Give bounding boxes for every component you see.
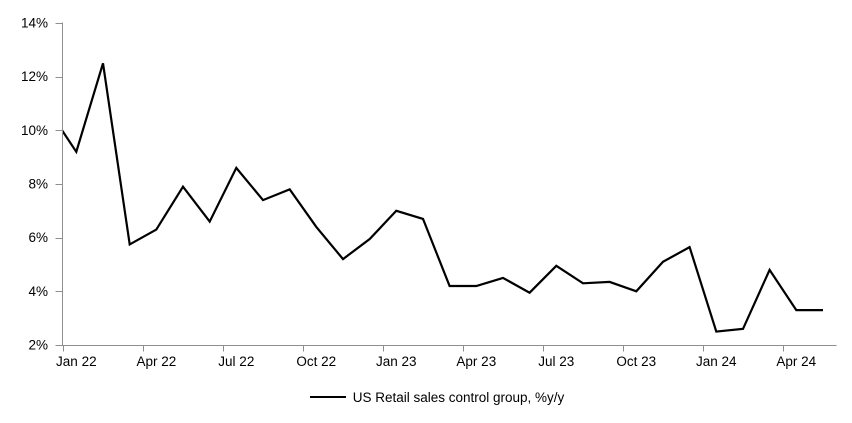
y-tick-label: 2% (28, 338, 48, 353)
line-chart: 14% 12% 10% 8% 6% 4% 2% Jan 22 Apr 22 Jul 22 Oct 2… (21, 16, 837, 369)
x-tick-label: Apr 22 (136, 354, 176, 369)
y-tick-label: 8% (28, 177, 48, 192)
legend-line-swatch (309, 396, 346, 398)
x-tick-label: Apr 23 (456, 354, 496, 369)
x-tick-label: Jan 24 (696, 354, 737, 369)
y-tick-label: 10% (21, 123, 48, 138)
x-tick-label: Jul 23 (538, 354, 574, 369)
x-tick-label: Oct 22 (296, 354, 336, 369)
y-tick-label: 4% (28, 284, 48, 299)
x-tick-label: Oct 23 (616, 354, 656, 369)
x-tick-label: Jan 22 (56, 354, 97, 369)
x-tick-label: Apr 24 (776, 354, 816, 369)
series-line (63, 62, 823, 333)
y-tick-label: 6% (28, 230, 48, 245)
chart-legend: US Retail sales control group, %y/y (11, 388, 852, 406)
y-tick-label: 12% (21, 69, 48, 84)
legend-label: US Retail sales control group, %y/y (352, 389, 565, 405)
y-tick-label: 14% (21, 16, 48, 31)
x-tick-label: Jan 23 (376, 354, 417, 369)
x-tick-label: Jul 22 (218, 354, 254, 369)
